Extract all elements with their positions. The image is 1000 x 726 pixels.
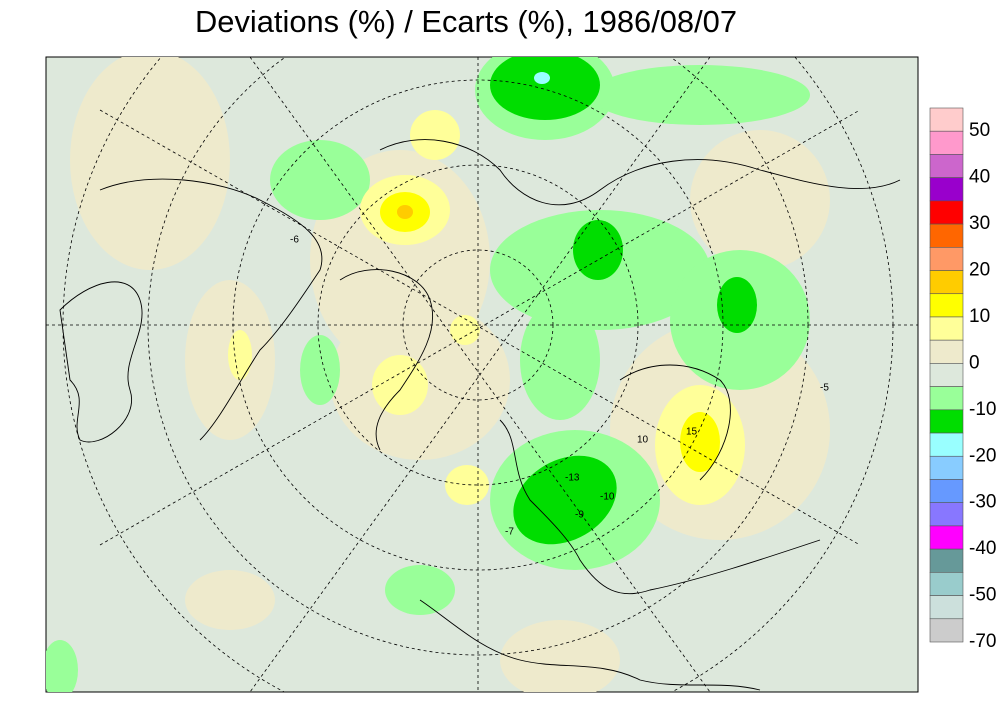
legend-label: -40 [969, 538, 996, 559]
legend-swatch [929, 270, 964, 295]
legend-label: -70 [969, 631, 996, 652]
legend: 50 40 30 20 10 0 -10 -20 -30 -40 -50 -70 [929, 107, 996, 652]
legend-swatch [929, 339, 964, 364]
legend-swatch [929, 107, 964, 132]
legend-swatch [929, 618, 964, 643]
legend-swatch [929, 479, 964, 503]
legend-label: 30 [969, 213, 990, 234]
legend-swatch [929, 316, 964, 341]
legend-swatch [929, 525, 964, 550]
legend-swatch [929, 386, 964, 411]
contour-label: -7 [505, 527, 514, 538]
legend-label: -10 [969, 399, 996, 420]
contour-label: -6 [290, 235, 299, 246]
legend-swatch [929, 409, 964, 434]
contour-label: -10 [600, 492, 615, 503]
legend-swatch [929, 363, 964, 387]
legend-swatch [929, 247, 964, 271]
legend-swatch [929, 502, 964, 527]
legend-label: 0 [969, 352, 980, 373]
legend-swatch [929, 177, 964, 202]
contour-label: -13 [565, 473, 580, 484]
legend-label: 40 [969, 167, 990, 188]
contour-label: 15 [686, 427, 698, 438]
legend-swatch [929, 595, 964, 620]
legend-swatch [929, 455, 964, 480]
legend-label: -50 [969, 585, 996, 606]
legend-swatch [929, 432, 964, 457]
contour-label: 10 [637, 435, 649, 446]
legend-swatch [929, 200, 964, 225]
legend-label: 20 [969, 260, 990, 281]
legend-label: 10 [969, 306, 990, 327]
legend-label: -20 [969, 445, 996, 466]
legend-label: 50 [969, 120, 990, 141]
legend-swatch [929, 223, 964, 248]
map-title: Deviations (%) / Ecarts (%), 1986/08/07 [195, 4, 737, 39]
legend-swatch [929, 548, 964, 573]
legend-swatch [929, 154, 964, 178]
contour-label: -5 [820, 383, 829, 394]
contour-label: -9 [575, 510, 584, 521]
legend-swatch [929, 293, 964, 318]
map: -13 -10 -9 -7 15 10 -6 -5 [45, 56, 919, 693]
legend-label: -30 [969, 492, 996, 513]
legend-swatch [929, 130, 964, 155]
legend-swatch [929, 572, 964, 596]
field [46, 57, 918, 692]
